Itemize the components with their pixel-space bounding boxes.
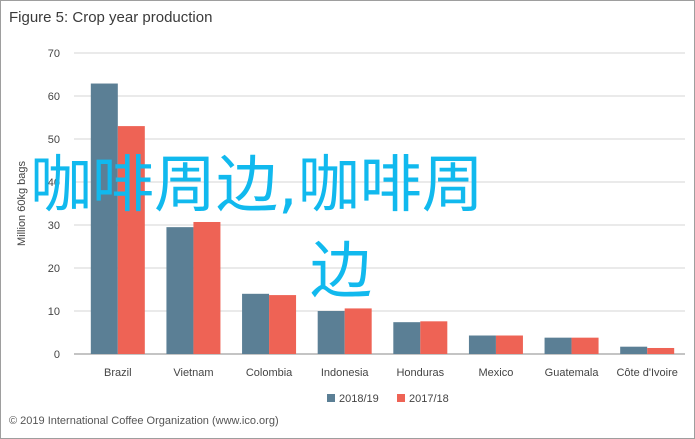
bar-2018-19 — [166, 227, 194, 354]
legend-swatch — [397, 394, 405, 402]
y-tick-label: 60 — [48, 91, 60, 103]
bar-2017-18 — [495, 335, 523, 354]
bar-2018-19 — [317, 311, 345, 354]
x-tick-label: Honduras — [396, 367, 444, 379]
x-tick-label: Brazil — [104, 367, 132, 379]
bar-2018-19 — [468, 335, 496, 354]
bar-2017-18 — [344, 308, 372, 354]
x-tick-label: Vietnam — [173, 367, 213, 379]
copyright-footer: © 2019 International Coffee Organization… — [9, 415, 279, 427]
y-axis-label: Million 60kg bags — [16, 161, 28, 246]
x-tick-label: Guatemala — [545, 367, 600, 379]
legend-swatch — [327, 394, 335, 402]
bar-2018-19 — [544, 337, 572, 354]
legend-label: 2017/18 — [409, 393, 449, 405]
y-tick-label: 40 — [48, 177, 60, 189]
bar-2017-18 — [117, 126, 145, 354]
y-tick-label: 30 — [48, 220, 60, 232]
bar-2018-19 — [90, 83, 118, 354]
x-tick-label: Mexico — [479, 367, 514, 379]
y-tick-label: 50 — [48, 134, 60, 146]
bar-2017-18 — [420, 321, 448, 354]
bar-2017-18 — [571, 337, 599, 354]
bar-2018-19 — [242, 293, 270, 354]
bar-2018-19 — [393, 322, 421, 354]
x-tick-label: Indonesia — [321, 367, 370, 379]
y-tick-label: 10 — [48, 306, 60, 318]
bar-2018-19 — [620, 346, 648, 354]
y-tick-label: 70 — [48, 48, 60, 60]
figure-title: Figure 5: Crop year production — [9, 9, 213, 26]
x-tick-label: Colombia — [246, 367, 293, 379]
x-tick-label: Côte d'Ivoire — [616, 367, 677, 379]
y-tick-label: 0 — [54, 349, 60, 361]
y-tick-label: 20 — [48, 263, 60, 275]
bar-2017-18 — [647, 347, 675, 354]
legend-label: 2018/19 — [339, 393, 379, 405]
bar-2017-18 — [269, 295, 297, 354]
bar-2017-18 — [193, 221, 221, 354]
